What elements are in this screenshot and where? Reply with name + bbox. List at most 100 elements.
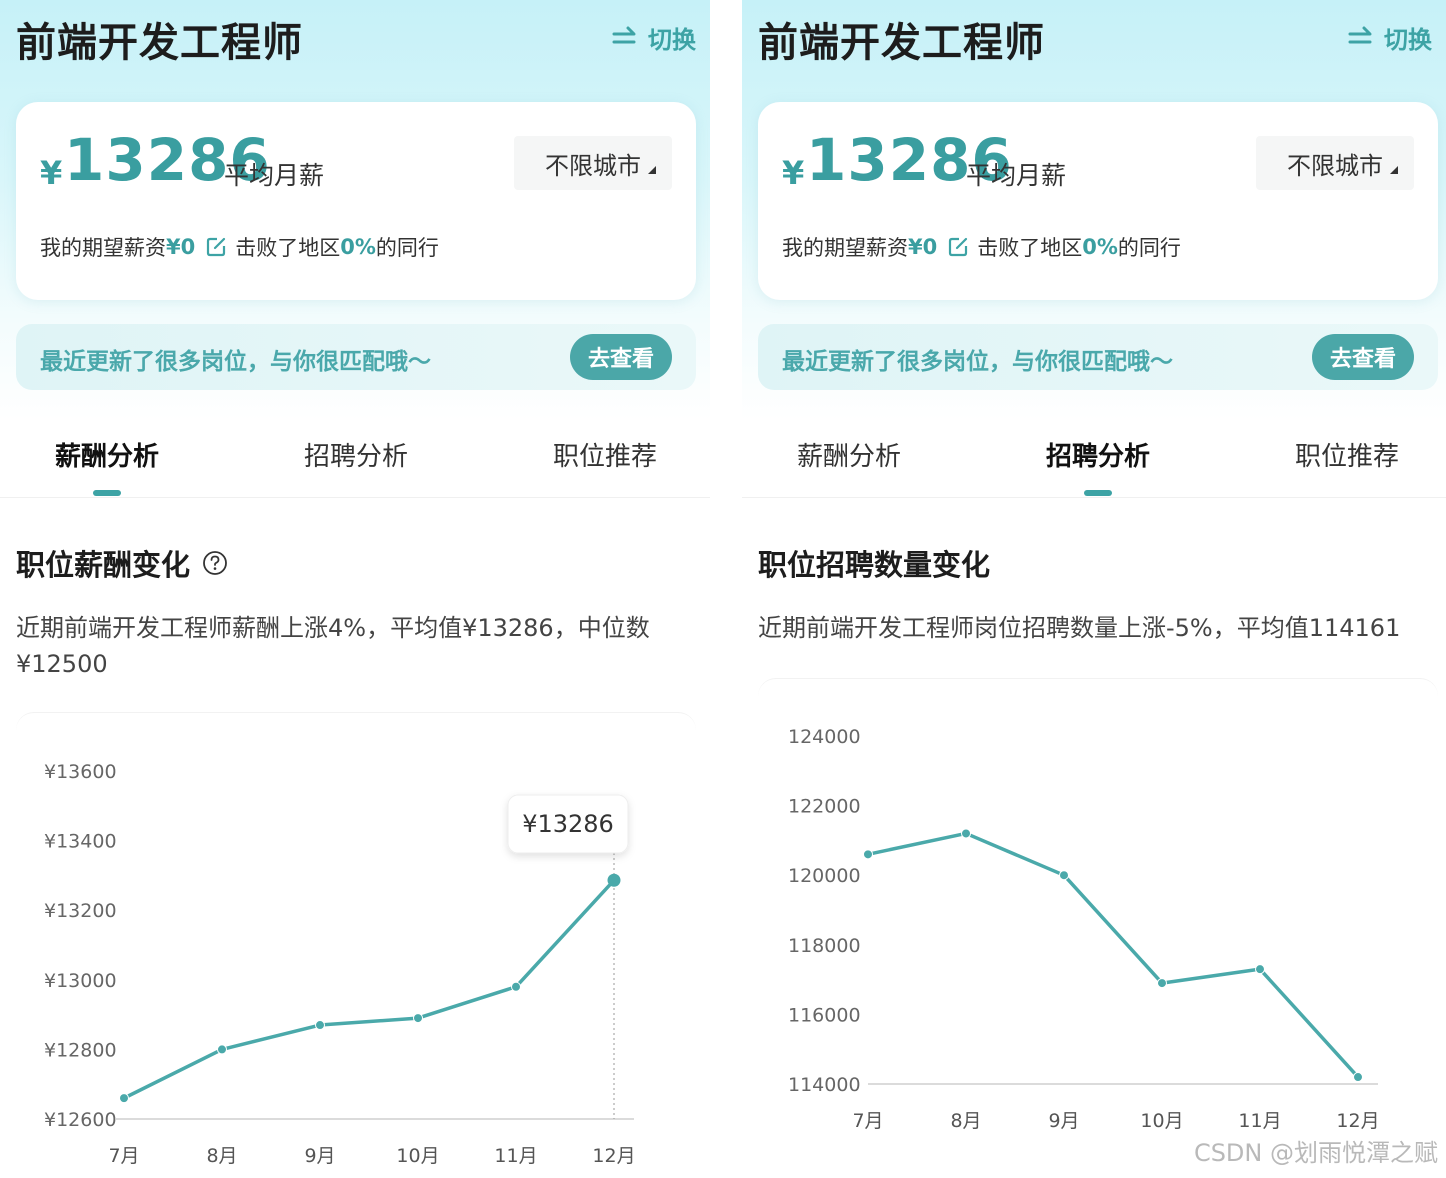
y-tick-label: ¥13000 bbox=[44, 970, 117, 992]
tooltip-box bbox=[507, 794, 629, 854]
city-select-value: 不限城市 bbox=[545, 151, 641, 180]
recommend-banner: 最近更新了很多岗位，与你很匹配哦～ 去查看 bbox=[16, 324, 696, 390]
section-description: 近期前端开发工程师薪酬上涨4%，平均值¥13286，中位数¥12500 bbox=[16, 614, 650, 678]
tab-job-recommend[interactable]: 职位推荐 bbox=[552, 442, 657, 472]
x-tick-label: 9月 bbox=[1048, 1110, 1079, 1132]
banner-text: 最近更新了很多岗位，与你很匹配哦～ bbox=[40, 349, 431, 375]
beat-percent: 0% bbox=[1082, 235, 1118, 259]
switch-label: 切换 bbox=[1384, 26, 1432, 54]
expected-salary-value: ¥0 bbox=[908, 235, 938, 259]
y-tick-label: ¥13600 bbox=[44, 761, 117, 783]
data-point bbox=[1157, 978, 1167, 989]
tab-salary-analysis[interactable]: 薪酬分析 bbox=[54, 442, 159, 472]
y-tick-label: ¥13200 bbox=[44, 900, 117, 922]
edit-icon[interactable] bbox=[947, 236, 969, 258]
data-point bbox=[961, 828, 971, 839]
section-description: 近期前端开发工程师岗位招聘数量上涨-5%，平均值114161 bbox=[758, 614, 1401, 642]
active-tab-indicator bbox=[93, 490, 121, 496]
analysis-tabs: 薪酬分析 招聘分析 职位推荐 bbox=[742, 420, 1446, 498]
y-tick-label: ¥13400 bbox=[44, 831, 117, 853]
data-point bbox=[511, 981, 521, 992]
tab-recruit-analysis[interactable]: 招聘分析 bbox=[303, 442, 408, 472]
average-salary-label: 平均月薪 bbox=[224, 161, 325, 190]
data-point bbox=[1353, 1072, 1363, 1083]
y-tick-label: 124000 bbox=[788, 726, 861, 748]
x-tick-label: 9月 bbox=[304, 1145, 335, 1167]
beat-prefix: 击败了地区 bbox=[235, 236, 341, 260]
watermark: CSDN @划雨悦潭之赋 bbox=[1193, 1139, 1438, 1167]
beat-prefix: 击败了地区 bbox=[977, 236, 1083, 260]
data-point bbox=[607, 873, 621, 887]
series-line bbox=[123, 879, 616, 1100]
section-title-text: 职位招聘数量变化 bbox=[758, 548, 991, 582]
data-tooltip: ¥13286 bbox=[507, 794, 629, 854]
city-select[interactable]: 不限城市 bbox=[514, 136, 672, 190]
edit-icon[interactable] bbox=[205, 236, 227, 258]
beat-percent: 0% bbox=[340, 235, 376, 259]
page-title: 前端开发工程师 bbox=[758, 20, 1045, 66]
data-point bbox=[315, 1020, 325, 1031]
view-jobs-button[interactable]: 去查看 bbox=[570, 334, 672, 380]
x-tick-label: 10月 bbox=[396, 1145, 439, 1167]
x-tick-label: 12月 bbox=[1336, 1110, 1379, 1132]
dropdown-corner-icon bbox=[1390, 166, 1398, 174]
y-tick-label: 116000 bbox=[788, 1004, 861, 1026]
average-salary-amount: 13286 bbox=[806, 126, 1013, 194]
salary-chart-box: ¥12600 ¥12800 ¥13000 ¥13200 ¥13400 ¥13600 7月 8月… bbox=[16, 712, 696, 1178]
currency-symbol: ¥ bbox=[40, 154, 63, 192]
tab-recruit-analysis[interactable]: 招聘分析 bbox=[1045, 442, 1150, 472]
expected-salary-line: 我的期望薪资 ¥0 击败了地区 0% 的同行 bbox=[782, 232, 1181, 262]
x-tick-label: 8月 bbox=[206, 1145, 237, 1167]
expected-salary-line: 我的期望薪资 ¥0 击败了地区 0% 的同行 bbox=[40, 232, 439, 262]
beat-suffix: 的同行 bbox=[1117, 236, 1181, 260]
x-tick-label: 11月 bbox=[1238, 1110, 1281, 1132]
y-tick-label: 114000 bbox=[788, 1074, 861, 1096]
y-tick-label: 118000 bbox=[788, 935, 861, 957]
x-tick-label: 8月 bbox=[950, 1110, 981, 1132]
currency-symbol: ¥ bbox=[782, 154, 805, 192]
salary-trend-chart: ¥12600 ¥12800 ¥13000 ¥13200 ¥13400 ¥13600 7月 8月… bbox=[44, 761, 636, 1167]
section-title: 职位薪酬变化 bbox=[16, 542, 228, 584]
salary-card: ¥ 13286 平均月薪 不限城市 我的期望薪资 ¥0 击败了地区 0% 的同行 bbox=[758, 102, 1438, 300]
analysis-tabs: 薪酬分析 招聘分析 职位推荐 bbox=[0, 420, 710, 498]
x-tick-label: 10月 bbox=[1140, 1110, 1183, 1132]
expected-salary-value: ¥0 bbox=[166, 235, 196, 259]
tooltip-value: ¥13286 bbox=[522, 810, 614, 838]
data-point bbox=[863, 849, 873, 860]
tab-salary-analysis[interactable]: 薪酬分析 bbox=[796, 442, 901, 472]
y-tick-label: ¥12800 bbox=[44, 1039, 117, 1061]
switch-button[interactable]: 切换 bbox=[1346, 20, 1432, 55]
expected-salary-prefix: 我的期望薪资 bbox=[40, 236, 166, 260]
x-tick-label: 7月 bbox=[852, 1110, 883, 1132]
x-tick-label: 11月 bbox=[494, 1145, 537, 1167]
section-title: 职位招聘数量变化 bbox=[758, 542, 990, 584]
switch-label: 切换 bbox=[648, 26, 696, 54]
dropdown-corner-icon bbox=[648, 166, 656, 174]
recommend-banner: 最近更新了很多岗位，与你很匹配哦～ 去查看 bbox=[758, 324, 1438, 390]
banner-text: 最近更新了很多岗位，与你很匹配哦～ bbox=[782, 349, 1173, 375]
average-salary-amount: 13286 bbox=[64, 126, 271, 194]
data-point bbox=[1255, 964, 1265, 975]
page-title: 前端开发工程师 bbox=[16, 20, 303, 66]
tab-job-recommend[interactable]: 职位推荐 bbox=[1294, 442, 1399, 472]
average-salary-label: 平均月薪 bbox=[966, 161, 1067, 190]
city-select-value: 不限城市 bbox=[1287, 151, 1383, 180]
active-tab-indicator bbox=[1084, 490, 1112, 496]
data-point bbox=[119, 1093, 129, 1104]
salary-analysis-screen: 前端开发工程师 切换 ¥ 13286 平均月薪 不限城市 我的期望薪资 ¥0 击… bbox=[0, 0, 710, 1178]
city-select[interactable]: 不限城市 bbox=[1256, 136, 1414, 190]
view-jobs-button[interactable]: 去查看 bbox=[1312, 334, 1414, 380]
y-tick-label: 122000 bbox=[788, 796, 861, 818]
data-point bbox=[1059, 870, 1069, 881]
recruit-analysis-screen: 前端开发工程师 切换 ¥ 13286 平均月薪 不限城市 我的期望薪资 ¥0 击… bbox=[742, 0, 1446, 1178]
salary-card: ¥ 13286 平均月薪 不限城市 我的期望薪资 ¥0 击败了地区 0% 的同行 bbox=[16, 102, 696, 300]
switch-button[interactable]: 切换 bbox=[610, 20, 696, 55]
data-point bbox=[413, 1013, 423, 1024]
series-line bbox=[867, 831, 1360, 1079]
switch-arrows-icon bbox=[612, 26, 636, 43]
x-tick-label: 7月 bbox=[108, 1145, 139, 1167]
switch-arrows-icon bbox=[1348, 26, 1372, 43]
y-tick-label: 120000 bbox=[788, 865, 861, 887]
section-title-text: 职位薪酬变化 bbox=[16, 548, 191, 582]
help-icon[interactable] bbox=[202, 550, 228, 576]
